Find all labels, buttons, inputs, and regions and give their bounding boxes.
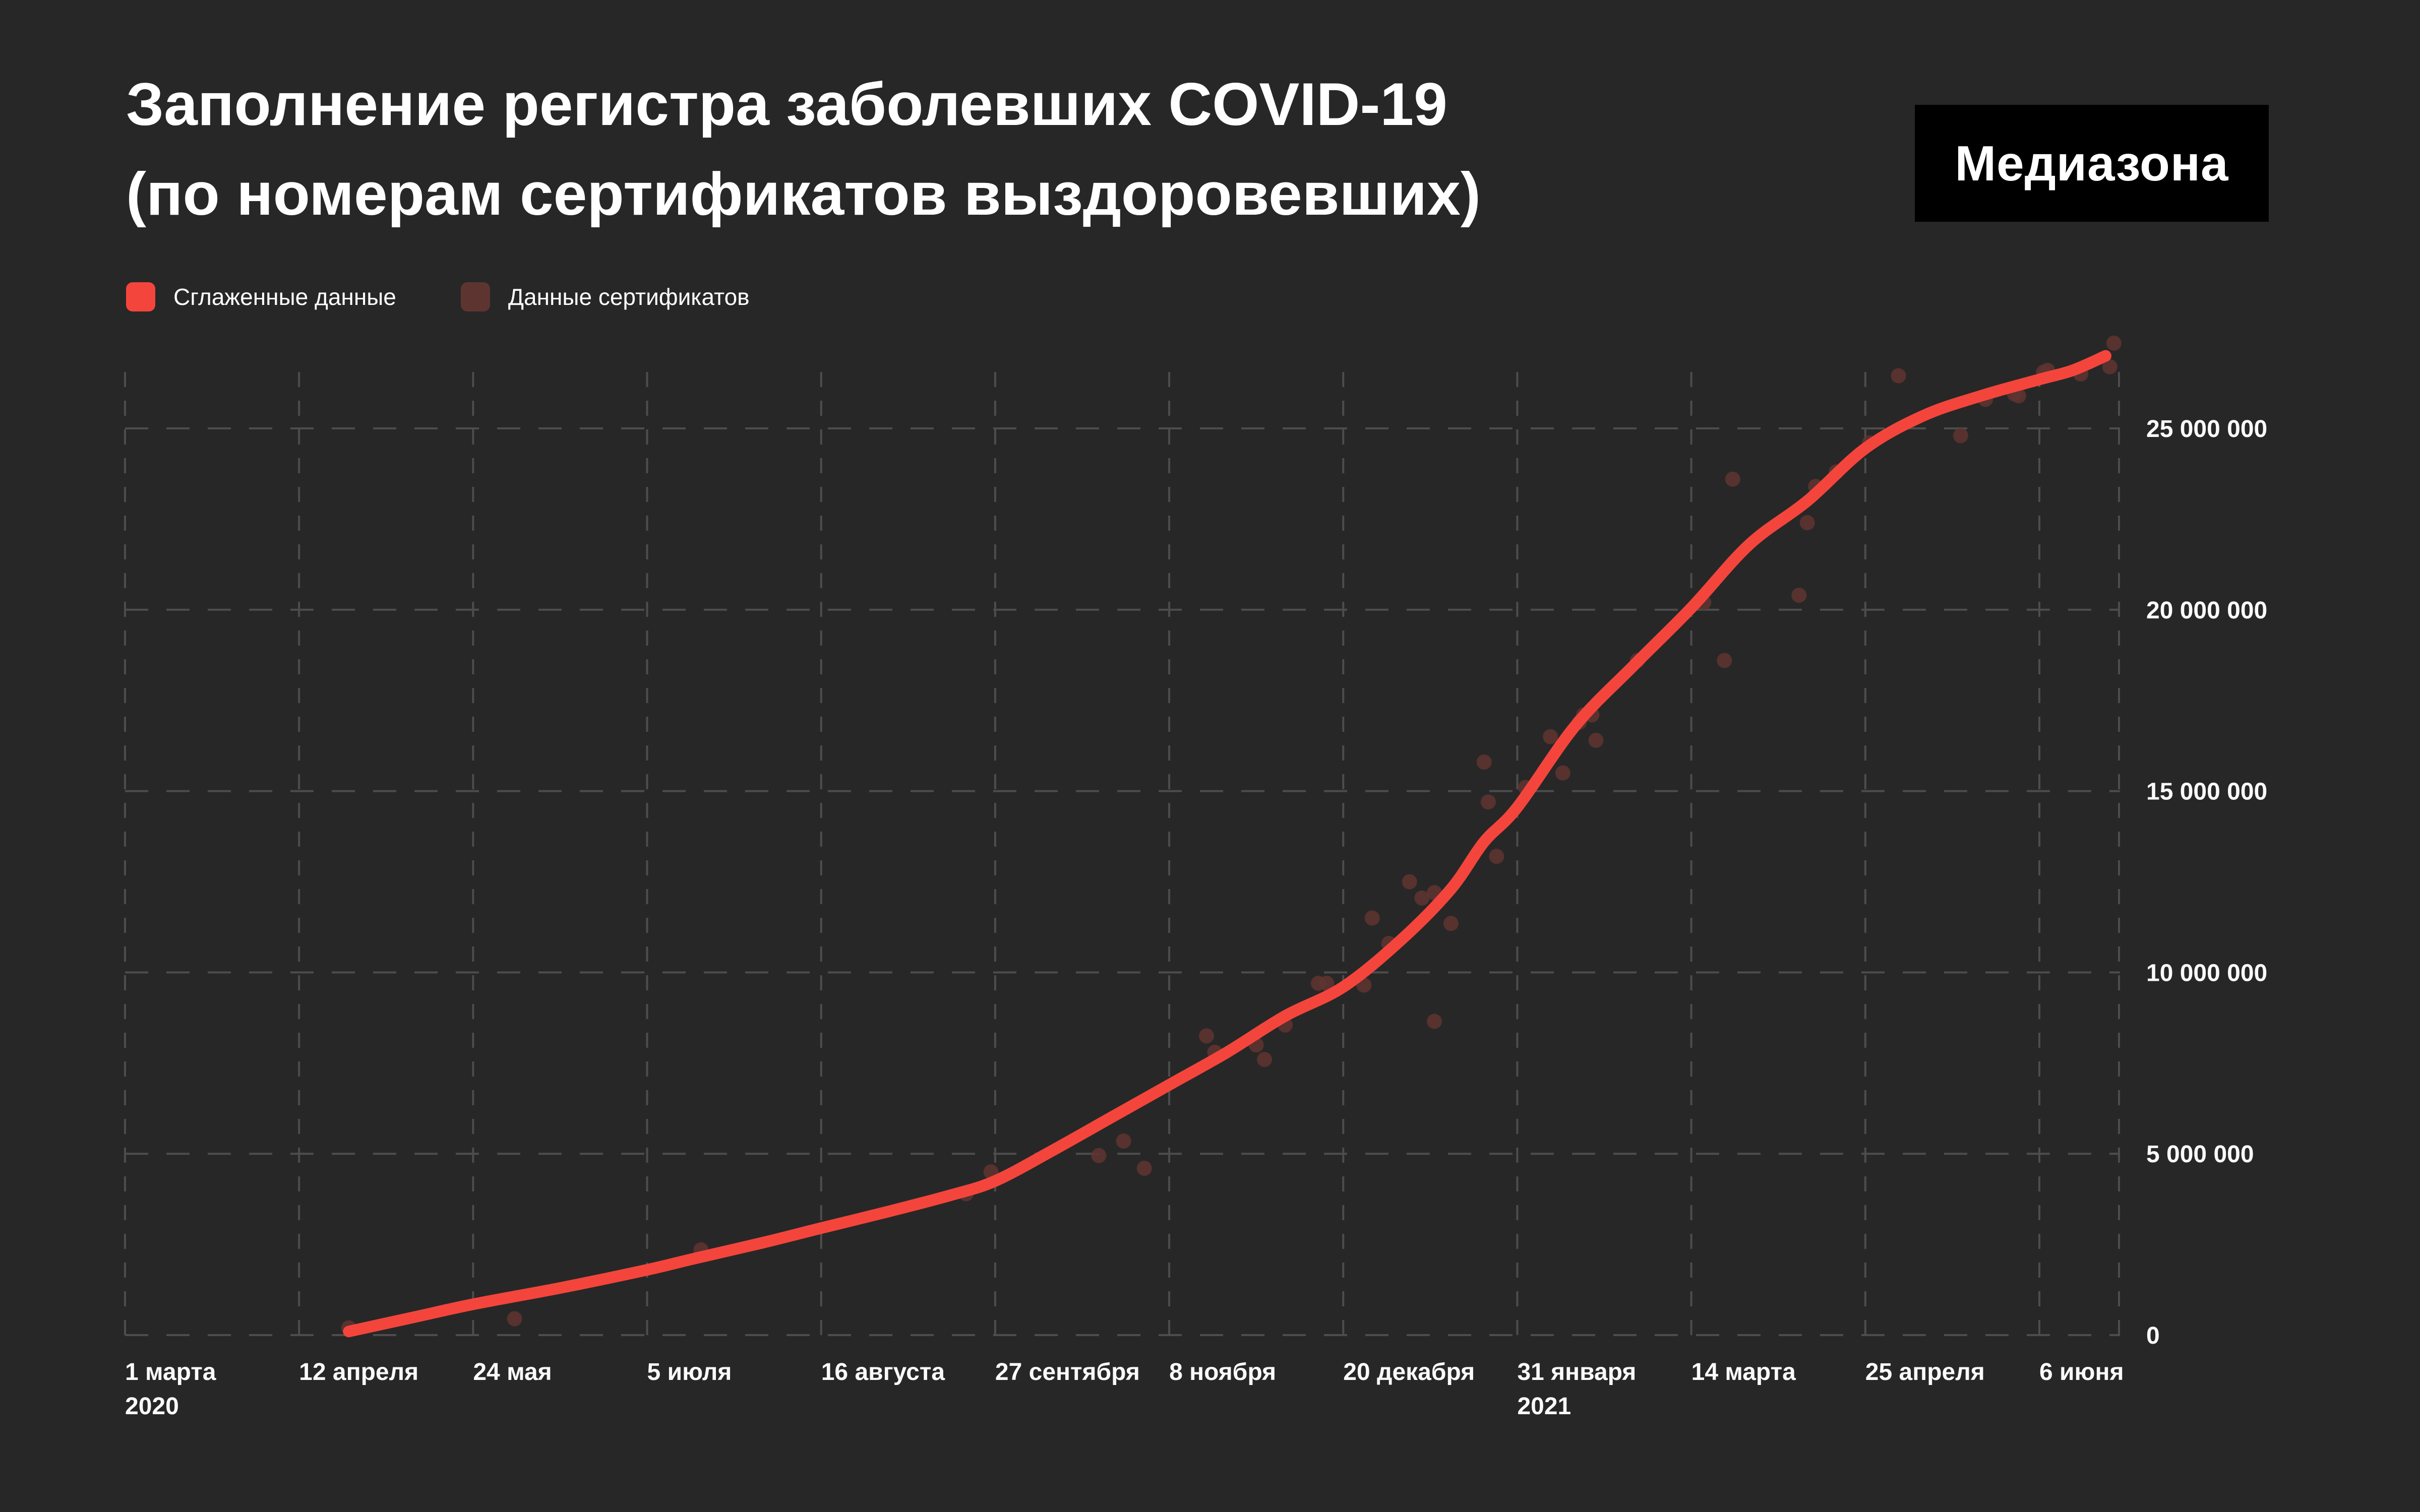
- certificate-data-point: [1443, 916, 1459, 931]
- certificate-data-point: [1364, 910, 1380, 926]
- x-axis-label: 31 января: [1517, 1359, 1636, 1385]
- x-axis-label: 16 августа: [821, 1359, 945, 1385]
- certificate-data-point: [1891, 368, 1906, 384]
- certificate-data-point: [1799, 515, 1815, 531]
- mediazona-logo[interactable]: Медиазона: [1915, 105, 2269, 222]
- certificate-data-point: [1717, 653, 1732, 668]
- certificate-data-point: [1257, 1052, 1273, 1067]
- certificate-data-point: [1953, 428, 1968, 444]
- chart-legend: Сглаженные данные Данные сертификатов: [126, 281, 750, 312]
- certificate-data-point: [1414, 890, 1430, 906]
- legend-label-certificates: Данные сертификатов: [508, 284, 750, 310]
- page-title-line2: (по номерам сертификатов выздоровевших): [126, 160, 1481, 228]
- page-title-line1: Заполнение регистра заболевших COVID-19: [126, 71, 1447, 138]
- y-axis-label: 25 000 000: [2146, 416, 2267, 443]
- certificate-data-point: [2106, 335, 2122, 351]
- certificate-data-point: [1543, 729, 1558, 744]
- x-axis-label: 27 сентября: [995, 1359, 1140, 1385]
- x-axis-label: 25 апреля: [1865, 1359, 1985, 1385]
- certificate-data-point: [1427, 1014, 1442, 1029]
- y-axis-label: 5 000 000: [2146, 1141, 2254, 1168]
- certificate-data-point: [1476, 754, 1492, 770]
- certificate-data-point: [1489, 849, 1504, 864]
- certificates-series-swatch-icon: [460, 282, 490, 311]
- certificate-data-point: [1725, 471, 1740, 487]
- x-axis-year-label: 2021: [1517, 1393, 1571, 1420]
- y-axis-label: 10 000 000: [2146, 960, 2267, 986]
- certificate-data-point: [1116, 1133, 1131, 1149]
- y-axis-label: 0: [2146, 1322, 2160, 1349]
- certificate-data-point: [1319, 975, 1335, 991]
- legend-item-smoothed: Сглаженные данные: [126, 282, 396, 311]
- x-axis-label: 24 мая: [473, 1359, 552, 1385]
- x-axis-year-label: 2020: [125, 1393, 179, 1420]
- x-axis-label: 12 апреля: [299, 1359, 418, 1385]
- smoothed-data-line: [343, 350, 2111, 1338]
- x-axis-label: 20 декабря: [1343, 1359, 1475, 1385]
- x-axis-label: 5 июля: [647, 1359, 732, 1385]
- x-axis-label: 8 ноября: [1169, 1359, 1276, 1385]
- certificate-data-point: [1480, 794, 1496, 810]
- certificate-data-point: [1588, 732, 1604, 748]
- certificate-data-point: [1136, 1160, 1152, 1176]
- x-axis-label: 6 июня: [2039, 1359, 2124, 1385]
- x-axis-label: 14 марта: [1691, 1359, 1796, 1385]
- legend-item-certificates: Данные сертификатов: [460, 282, 750, 311]
- certificate-data-point: [1791, 588, 1807, 603]
- mediazona-logo-text: Медиазона: [1955, 135, 2229, 191]
- certificate-data-point: [1199, 1028, 1215, 1044]
- x-axis-label: 1 марта: [125, 1359, 216, 1385]
- page-title: Заполнение регистра заболевших COVID-19 …: [126, 59, 1481, 239]
- certificate-data-point: [1091, 1148, 1107, 1163]
- certificate-data-point: [1555, 765, 1570, 781]
- certificate-data-point: [2102, 359, 2118, 374]
- y-axis-label: 15 000 000: [2146, 779, 2267, 805]
- y-axis-label: 20 000 000: [2146, 597, 2267, 624]
- legend-label-smoothed: Сглаженные данные: [173, 284, 396, 310]
- certificate-data-point: [507, 1311, 522, 1327]
- smoothed-series-swatch-icon: [126, 282, 155, 311]
- certificate-data-point: [1402, 874, 1417, 890]
